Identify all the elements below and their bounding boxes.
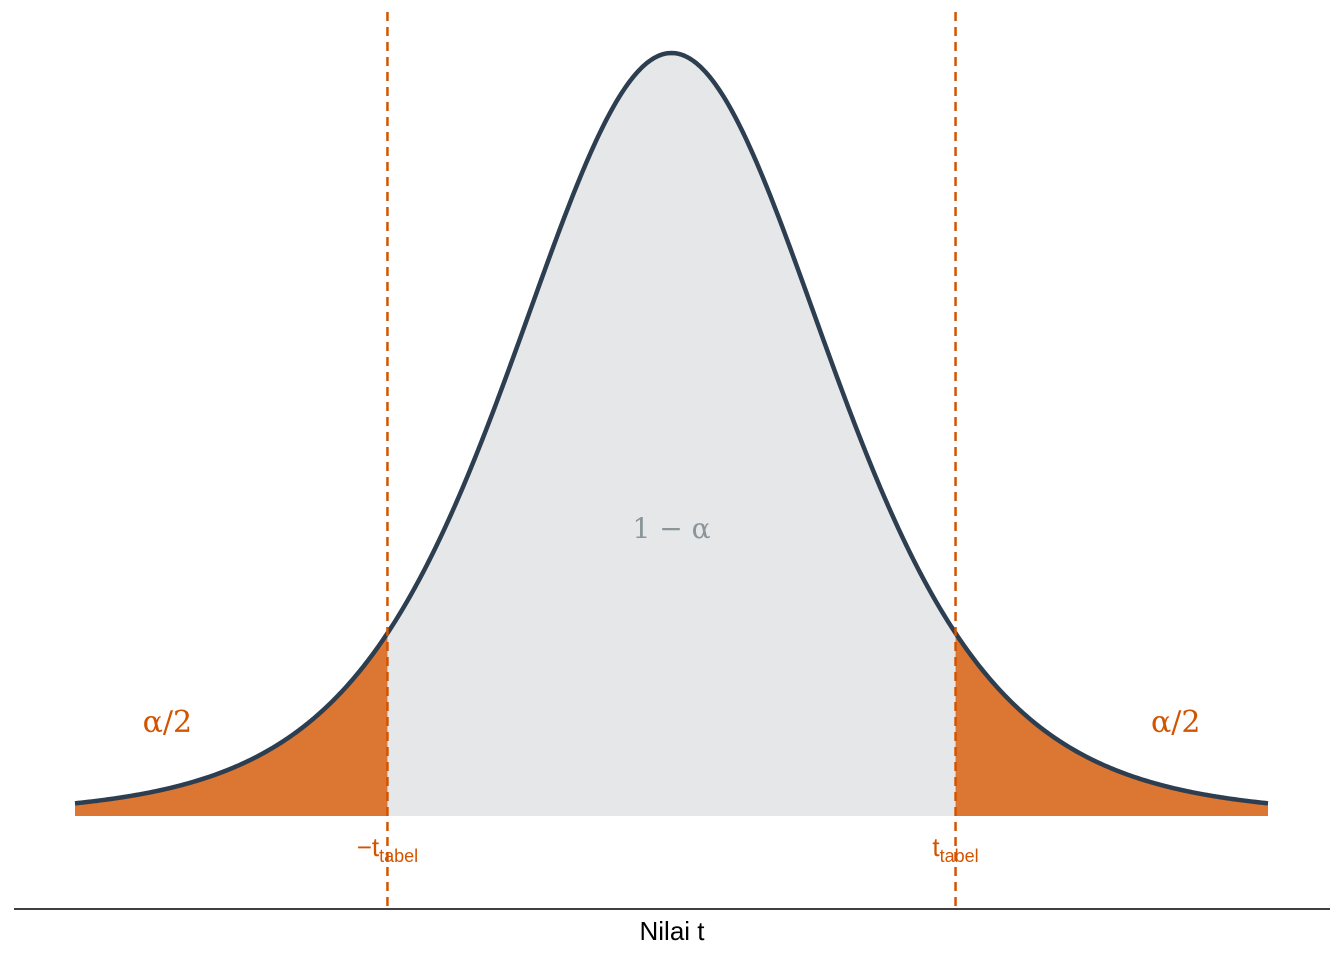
critical-label-right: ttabel <box>932 832 978 866</box>
right-tail-label: α/2 <box>1151 705 1200 740</box>
acceptance-region <box>387 53 956 816</box>
left-tail-label: α/2 <box>143 705 192 740</box>
critical-label-left-sub: tabel <box>379 846 418 866</box>
right-tail-region <box>955 633 1268 816</box>
critical-label-right-main: t <box>932 832 940 862</box>
density-curve <box>74 50 1269 806</box>
critical-label-left-main: −t <box>357 832 380 862</box>
acceptance-label: 1 − α <box>633 512 711 545</box>
critical-label-left: −ttabel <box>357 832 418 866</box>
critical-label-right-sub: tabel <box>940 846 979 866</box>
x-axis-label: Nilai t <box>639 916 705 946</box>
left-tail-region <box>75 633 388 816</box>
